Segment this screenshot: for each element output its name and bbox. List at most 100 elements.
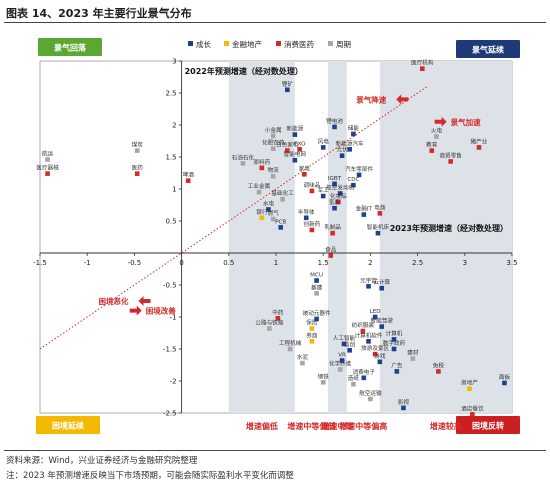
trend-annotation: 景气加速: [451, 117, 481, 127]
data-point-consumer: [470, 411, 475, 417]
legend-marker-finance: [224, 41, 229, 46]
data-point-consumer: [330, 230, 335, 236]
legend-label-growth: 成长: [196, 39, 211, 49]
data-point-label: 金融IT: [356, 205, 373, 213]
data-point-label: 航运: [42, 150, 54, 158]
data-point-consumer: [275, 315, 281, 321]
data-point-finance: [259, 215, 265, 221]
data-point-label: 新能源: [286, 125, 303, 133]
data-point-growth: [401, 405, 406, 411]
data-point-label: 创新药: [303, 220, 320, 228]
data-point-growth: [394, 369, 400, 374]
data-point-label: 半导体: [298, 208, 315, 216]
data-point-label: IGBT: [328, 176, 342, 182]
data-point-finance: [309, 326, 315, 331]
data-point-cyclical: [351, 381, 356, 387]
data-point-growth: [320, 193, 326, 199]
data-point-label: 燃气: [268, 209, 280, 217]
data-point-consumer: [360, 328, 366, 334]
data-point-label: 猪产业: [471, 137, 488, 145]
data-point-label: 原料药: [253, 158, 270, 166]
data-point-label: 小金属: [265, 126, 282, 134]
data-point-label: 水泥: [297, 353, 309, 361]
data-point-consumer: [309, 227, 315, 233]
data-point-label: 保险: [306, 319, 318, 327]
y-tick-label: -0.5: [163, 282, 177, 290]
data-point-label: CDC: [347, 177, 359, 183]
data-point-label: 光伏: [336, 146, 348, 154]
data-point-growth: [314, 316, 319, 322]
data-point-cyclical: [267, 326, 272, 331]
data-point-label: 人工智能: [333, 334, 356, 342]
data-point-label: MCU: [310, 273, 323, 279]
data-point-label: 乳制品: [324, 223, 341, 231]
y-tick-label: 2: [172, 122, 176, 130]
x-tick-label: 2.5: [412, 259, 423, 267]
data-point-growth: [332, 205, 337, 211]
growth-band-label: 增速偏低: [246, 421, 278, 431]
title-rule: [4, 22, 546, 23]
quadrant-label-bottom-right: 困境反转: [472, 421, 504, 431]
data-point-consumer: [309, 188, 315, 194]
y-tick-label: -1: [170, 314, 177, 322]
data-point-cyclical: [280, 196, 285, 202]
trend-arrow-left: [396, 94, 409, 105]
x-tick-label: 1: [274, 259, 278, 267]
data-point-label: 家电: [299, 164, 311, 172]
data-point-cyclical: [300, 360, 305, 366]
data-point-label: PCB: [275, 219, 286, 225]
data-point-growth: [379, 285, 385, 291]
trend-annotation: 困境改善: [146, 306, 176, 316]
data-point-growth: [266, 207, 271, 212]
trend-annotation: 景气降速: [356, 94, 386, 104]
data-point-consumer: [302, 171, 307, 177]
data-point-label: 影视: [398, 398, 410, 406]
footnote: 注：2023 年预测增速反映当下市场预期，可能会随实际盈利水平变化而调整: [6, 471, 294, 481]
data-point-growth: [278, 225, 284, 230]
data-point-label: 火电: [431, 127, 443, 135]
data-point-cyclical: [134, 148, 140, 153]
y-tick-label: 0.5: [165, 218, 176, 226]
growth-band-shade: [379, 61, 512, 413]
data-point-growth: [303, 215, 309, 221]
data-point-growth: [292, 132, 298, 137]
data-point-growth: [332, 124, 337, 130]
reference-line: [39, 86, 428, 350]
data-point-consumer: [185, 178, 191, 183]
quadrant-label-top-right: 景气延续: [472, 45, 504, 55]
legend-marker-consumer: [276, 41, 281, 46]
data-point-label: 基建: [311, 283, 323, 291]
quadrant-box-top-left: [38, 38, 102, 56]
growth-band-label: 增速中等: [321, 421, 353, 431]
data-point-cyclical: [270, 133, 276, 139]
data-point-consumer: [429, 148, 435, 153]
data-point-label: 智能电网: [284, 150, 307, 158]
data-point-growth: [366, 339, 371, 344]
trend-arrow-right: [129, 305, 142, 316]
data-point-label: 建材: [407, 349, 419, 357]
data-point-label: VR: [338, 353, 346, 359]
quadrant-box-bottom-right: [456, 416, 520, 434]
y-tick-label: 1.5: [165, 154, 176, 162]
data-point-label: 石油石化: [232, 153, 255, 161]
trend-annotation: 困境恶化: [99, 296, 129, 306]
legend-label-cyclical: 周期: [336, 40, 351, 49]
data-point-label: 银行: [256, 208, 268, 216]
data-point-label: 调味品: [303, 181, 320, 189]
data-point-label: 商贸零售: [439, 151, 462, 159]
data-point-cyclical: [270, 173, 276, 179]
data-point-label: CXO: [294, 141, 306, 147]
data-point-label: 化学纤维: [329, 359, 352, 367]
data-point-label: 新能源汽车: [336, 139, 364, 147]
y-tick-label: -2: [170, 378, 177, 386]
data-point-growth: [372, 314, 378, 320]
quadrant-box-bottom-left: [36, 416, 100, 434]
data-point-cyclical: [270, 216, 276, 222]
scatter-chart: -1.5 -1 -0.5 0 0.5 1 1.5 2 2.5 3 3.5 -2.5 -2 -1.5 -1 -0…: [33, 38, 520, 434]
data-point-consumer: [476, 145, 482, 150]
data-point-label: LED: [370, 309, 381, 315]
data-point-label: 航空发动机: [326, 183, 354, 191]
data-point-label: 旅游及景区: [361, 344, 389, 352]
data-point-label: 水电: [263, 199, 275, 207]
x-axis-title: 2023年预测增速（经对数处理）: [390, 223, 508, 233]
